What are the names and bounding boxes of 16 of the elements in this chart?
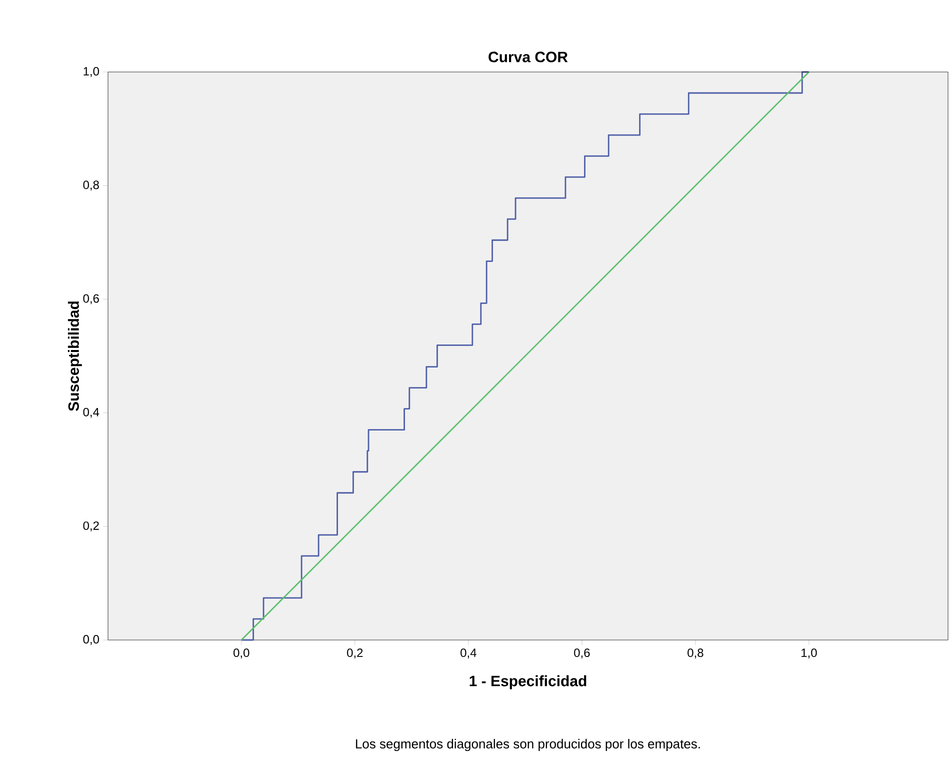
chart-title: Curva COR: [488, 52, 568, 62]
y-tick-label: 0,6: [83, 294, 99, 304]
x-tick-label: 0,0: [234, 648, 250, 658]
y-axis-title: Susceptibilidad: [68, 302, 82, 411]
text: Los segmentos diagonales son producidos por los empates.: [356, 738, 700, 752]
x-tick-label: 0,4: [460, 648, 476, 658]
y-tick-label: 1,0: [84, 67, 100, 77]
x-tick-label: 1,0: [802, 648, 817, 658]
y-tick-label: 0,8: [83, 180, 99, 191]
y-tick-label: 0,4: [83, 408, 100, 418]
x-axis-title: 1 - Especificidad: [470, 675, 586, 690]
x-tick-label: 0,6: [574, 648, 590, 658]
y-tick-label: 0,2: [83, 521, 99, 532]
x-tick-label: 0,2: [347, 648, 363, 658]
y-tick-label: 0,0: [83, 635, 100, 645]
x-tick-label: 0,8: [688, 648, 704, 658]
